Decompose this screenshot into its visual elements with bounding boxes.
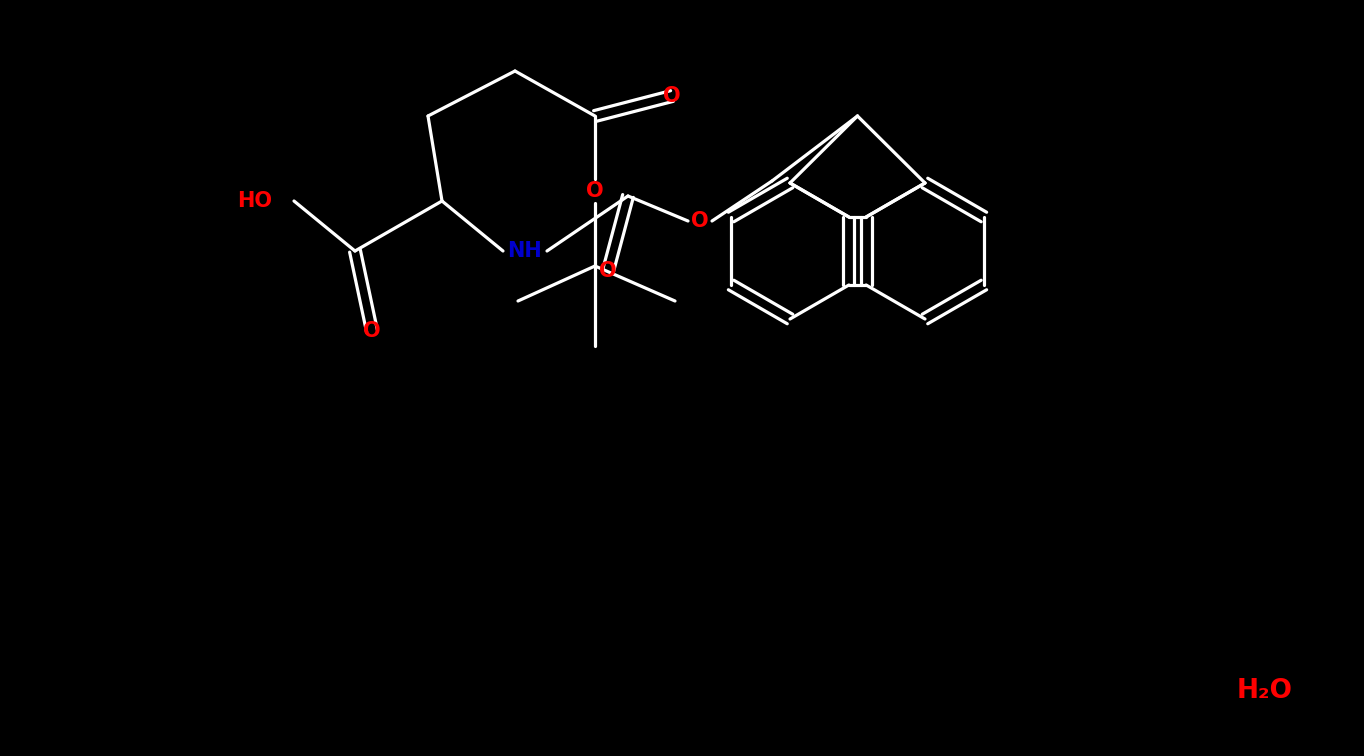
Text: NH: NH bbox=[507, 241, 543, 261]
Text: O: O bbox=[692, 211, 709, 231]
Text: H₂O: H₂O bbox=[1237, 678, 1293, 704]
Text: O: O bbox=[363, 321, 381, 341]
Text: O: O bbox=[587, 181, 604, 201]
Text: O: O bbox=[663, 86, 681, 106]
Text: O: O bbox=[599, 261, 617, 281]
Text: HO: HO bbox=[237, 191, 271, 211]
